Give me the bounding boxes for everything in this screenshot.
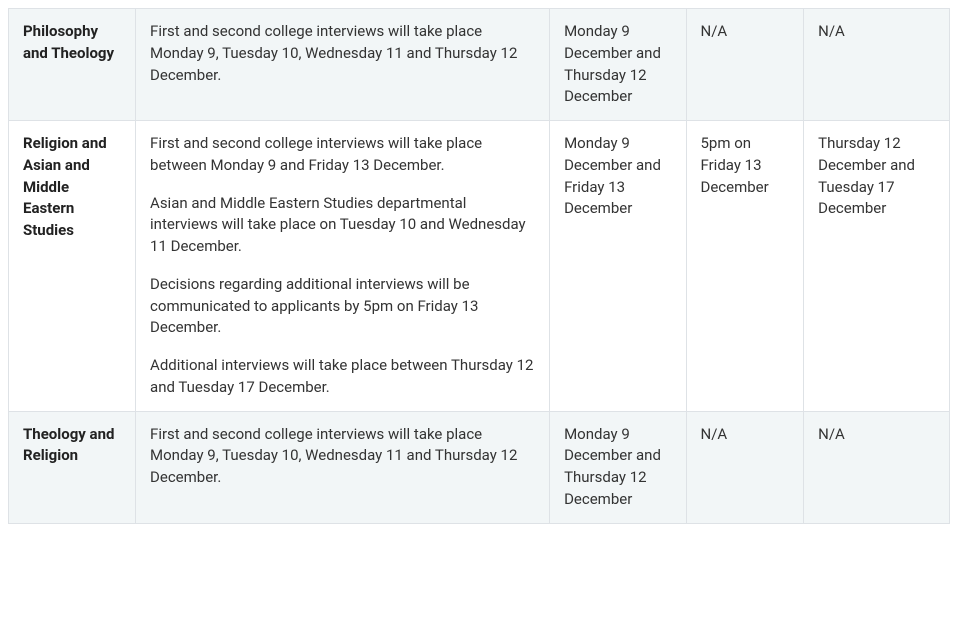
notify-cell: 5pm on Friday 13 December xyxy=(686,121,804,412)
table-row: Religion and Asian and Middle Eastern St… xyxy=(9,121,950,412)
table-row: Philosophy and Theology First and second… xyxy=(9,9,950,121)
details-paragraph: Decisions regarding additional interview… xyxy=(150,274,535,339)
additional-cell: N/A xyxy=(804,411,950,523)
notify-cell: N/A xyxy=(686,9,804,121)
dates-cell: Monday 9 December and Thursday 12 Decemb… xyxy=(550,411,686,523)
dates-cell: Monday 9 December and Friday 13 December xyxy=(550,121,686,412)
details-cell: First and second college interviews will… xyxy=(136,9,550,121)
details-paragraph: First and second college interviews will… xyxy=(150,424,535,489)
details-cell: First and second college interviews will… xyxy=(136,411,550,523)
notify-cell: N/A xyxy=(686,411,804,523)
details-paragraph: Additional interviews will take place be… xyxy=(150,355,535,399)
dates-cell: Monday 9 December and Thursday 12 Decemb… xyxy=(550,9,686,121)
additional-cell: N/A xyxy=(804,9,950,121)
course-cell: Religion and Asian and Middle Eastern St… xyxy=(9,121,136,412)
course-cell: Philosophy and Theology xyxy=(9,9,136,121)
table-row: Theology and Religion First and second c… xyxy=(9,411,950,523)
details-paragraph: First and second college interviews will… xyxy=(150,133,535,177)
additional-cell: Thursday 12 December and Tuesday 17 Dece… xyxy=(804,121,950,412)
details-cell: First and second college interviews will… xyxy=(136,121,550,412)
course-cell: Theology and Religion xyxy=(9,411,136,523)
interview-schedule-table: Philosophy and Theology First and second… xyxy=(8,8,950,524)
details-paragraph: Asian and Middle Eastern Studies departm… xyxy=(150,193,535,258)
details-paragraph: First and second college interviews will… xyxy=(150,21,535,86)
